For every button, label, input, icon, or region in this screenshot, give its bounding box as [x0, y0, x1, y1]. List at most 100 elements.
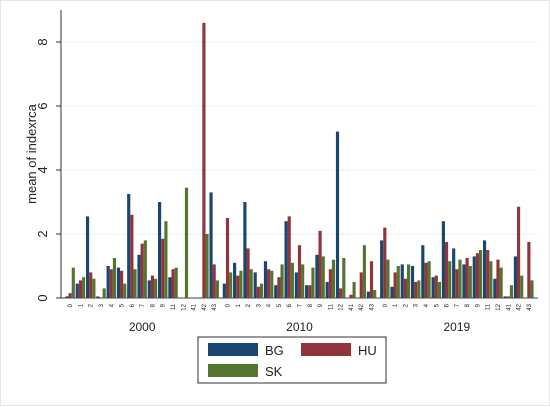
- bar-bg: [147, 280, 151, 298]
- bar-sk: [352, 282, 356, 298]
- x-category-label: 8: [150, 303, 156, 307]
- bar-bg: [503, 296, 507, 298]
- x-group-label: 2010: [286, 320, 313, 334]
- bar-hu: [120, 270, 124, 298]
- bar-hu: [393, 272, 397, 298]
- bar-bg: [431, 277, 435, 298]
- x-category-label: 11: [486, 303, 492, 310]
- x-group-label: 2000: [129, 320, 156, 334]
- y-tick-label: 6: [35, 102, 50, 109]
- x-category-label: 41: [192, 303, 198, 310]
- bar-sk: [448, 261, 452, 298]
- bar-hu: [225, 218, 230, 298]
- bar-sk: [406, 264, 411, 298]
- x-category-label: 8: [308, 303, 314, 307]
- y-tick-label: 4: [35, 166, 50, 173]
- bar-bg: [325, 282, 329, 298]
- bar-bg: [493, 278, 497, 298]
- x-category-label: 2: [403, 303, 409, 307]
- x-category-label: 43: [370, 303, 376, 310]
- bar-hu: [109, 269, 113, 298]
- bar-hu: [256, 286, 260, 298]
- bar-hu: [277, 277, 281, 298]
- bar-hu: [130, 214, 134, 298]
- bar-hu: [161, 238, 165, 298]
- x-category-label: 43: [527, 303, 533, 310]
- x-category-label: 7: [455, 303, 461, 307]
- bar-bg: [158, 202, 162, 298]
- bar-hu: [455, 269, 459, 298]
- bar-bg: [168, 277, 172, 298]
- bar-sk: [331, 259, 336, 298]
- x-category-label: 6: [445, 303, 451, 307]
- bar-hu: [465, 258, 469, 298]
- bar-hu: [140, 243, 144, 298]
- bar-sk: [437, 282, 441, 298]
- bar-sk: [143, 240, 147, 298]
- bar-bg: [472, 256, 476, 298]
- bar-hu: [246, 248, 250, 298]
- bar-sk: [259, 283, 264, 298]
- bar-hu: [527, 242, 531, 298]
- y-tick-label: 2: [35, 230, 50, 237]
- legend-swatch-bg: [208, 343, 258, 356]
- bar-bg: [315, 254, 319, 298]
- bar-bg: [335, 131, 340, 298]
- x-category-label: 1: [236, 303, 242, 307]
- x-group-label: 2019: [443, 320, 470, 334]
- bar-bg: [462, 264, 466, 298]
- bar-sk: [311, 267, 315, 298]
- bar-sk: [82, 277, 86, 298]
- bar-hu: [150, 275, 155, 298]
- bar-hu: [308, 285, 312, 298]
- bar-bg: [400, 264, 404, 298]
- bar-bg: [263, 261, 268, 298]
- bar-hu: [339, 288, 343, 298]
- x-category-label: 42: [517, 303, 523, 310]
- bar-hu: [328, 269, 332, 298]
- bar-hu: [516, 206, 521, 298]
- x-category-label: 5: [434, 303, 440, 307]
- bar-hu: [287, 216, 291, 298]
- bar-sk: [205, 234, 209, 298]
- bar-sk: [184, 187, 189, 298]
- bar-sk: [133, 269, 137, 298]
- bar-bg: [410, 266, 415, 298]
- bar-bg: [284, 221, 288, 298]
- bar-sk: [362, 245, 366, 298]
- bar-bg: [116, 267, 121, 298]
- bar-sk: [174, 267, 178, 298]
- bar-sk: [301, 264, 305, 298]
- bar-sk: [164, 221, 168, 298]
- bar-bg: [137, 254, 141, 298]
- x-category-label: 0: [68, 303, 74, 307]
- bar-hu: [496, 259, 500, 298]
- bar-bg: [96, 296, 100, 298]
- bar-sk: [321, 256, 325, 298]
- bar-sk: [530, 280, 534, 298]
- x-category-label: 9: [161, 303, 167, 307]
- bar-bg: [243, 202, 247, 298]
- x-category-label: 6: [287, 303, 293, 307]
- bar-bg: [305, 285, 309, 298]
- x-category-label: 4: [267, 303, 273, 307]
- bar-hu: [297, 245, 302, 298]
- bar-sk: [71, 267, 75, 298]
- bar-bg: [222, 283, 226, 298]
- x-category-label: 43: [212, 303, 218, 310]
- bar-sk: [342, 258, 346, 298]
- bar-bg: [482, 240, 487, 298]
- bar-sk: [270, 270, 274, 298]
- bar-sk: [509, 285, 514, 298]
- bar-sk: [489, 261, 493, 298]
- x-category-label: 7: [298, 303, 304, 307]
- bar-bg: [233, 262, 237, 298]
- bar-bg: [106, 266, 110, 298]
- bar-sk: [478, 250, 483, 298]
- x-category-label: 12: [339, 303, 345, 310]
- bar-hu: [267, 269, 271, 298]
- bar-hu: [68, 293, 72, 298]
- bar-bg: [294, 272, 298, 298]
- bar-sk: [102, 288, 106, 298]
